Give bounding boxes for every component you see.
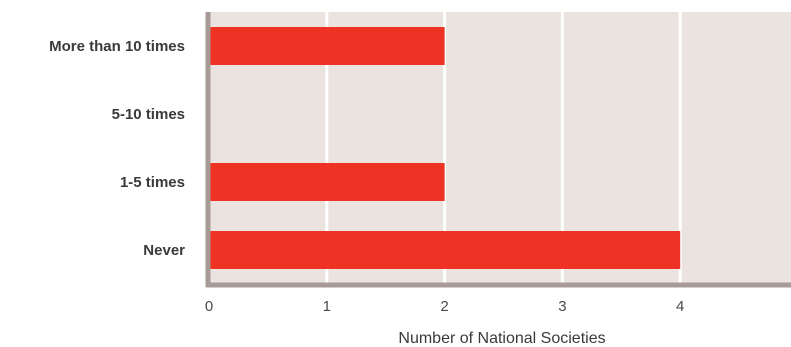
category-label: Never — [143, 242, 185, 259]
x-tick-labels: 012345 — [205, 298, 685, 315]
category-label: 1-5 times — [120, 174, 185, 191]
x-tick-label: 4 — [676, 298, 684, 315]
bar — [209, 231, 681, 269]
category-labels: More than 10 times 5-10 times 1-5 times Nev… — [49, 38, 185, 259]
x-axis-title: Number of National Societies — [398, 330, 605, 347]
x-tick-label: 3 — [558, 298, 566, 315]
category-label: 5-10 times — [112, 106, 185, 123]
x-tick-label: 2 — [440, 298, 448, 315]
bar — [209, 27, 445, 65]
bar — [209, 163, 445, 201]
category-label: More than 10 times — [49, 38, 185, 55]
x-tick-label: 1 — [323, 298, 331, 315]
bars — [209, 27, 681, 269]
axes — [205, 12, 791, 288]
x-tick-label: 0 — [205, 298, 213, 315]
